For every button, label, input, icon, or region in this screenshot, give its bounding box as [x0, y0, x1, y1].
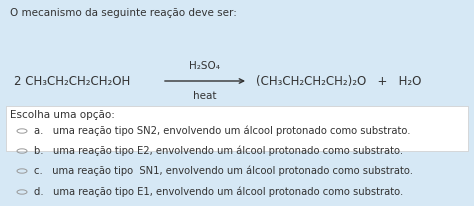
FancyBboxPatch shape	[6, 106, 468, 151]
FancyArrowPatch shape	[165, 79, 244, 83]
Text: 2 CH₃CH₂CH₂CH₂OH: 2 CH₃CH₂CH₂CH₂OH	[14, 75, 130, 88]
Text: d.   uma reação tipo E1, envolvendo um álcool protonado como substrato.: d. uma reação tipo E1, envolvendo um álc…	[34, 187, 403, 197]
Text: c.   uma reação tipo  SN1, envolvendo um álcool protonado como substrato.: c. uma reação tipo SN1, envolvendo um ál…	[34, 166, 413, 176]
Text: H₂SO₄: H₂SO₄	[190, 61, 220, 71]
Text: (CH₃CH₂CH₂CH₂)₂O   +   H₂O: (CH₃CH₂CH₂CH₂)₂O + H₂O	[256, 75, 421, 88]
Text: heat: heat	[193, 91, 217, 101]
Text: a.   uma reação tipo SN2, envolvendo um álcool protonado como substrato.: a. uma reação tipo SN2, envolvendo um ál…	[34, 126, 410, 136]
Text: O mecanismo da seguinte reação deve ser:: O mecanismo da seguinte reação deve ser:	[10, 8, 237, 18]
Text: b.   uma reação tipo E2, envolvendo um álcool protonado como substrato.: b. uma reação tipo E2, envolvendo um álc…	[34, 146, 403, 156]
Text: Escolha uma opção:: Escolha uma opção:	[10, 110, 115, 120]
